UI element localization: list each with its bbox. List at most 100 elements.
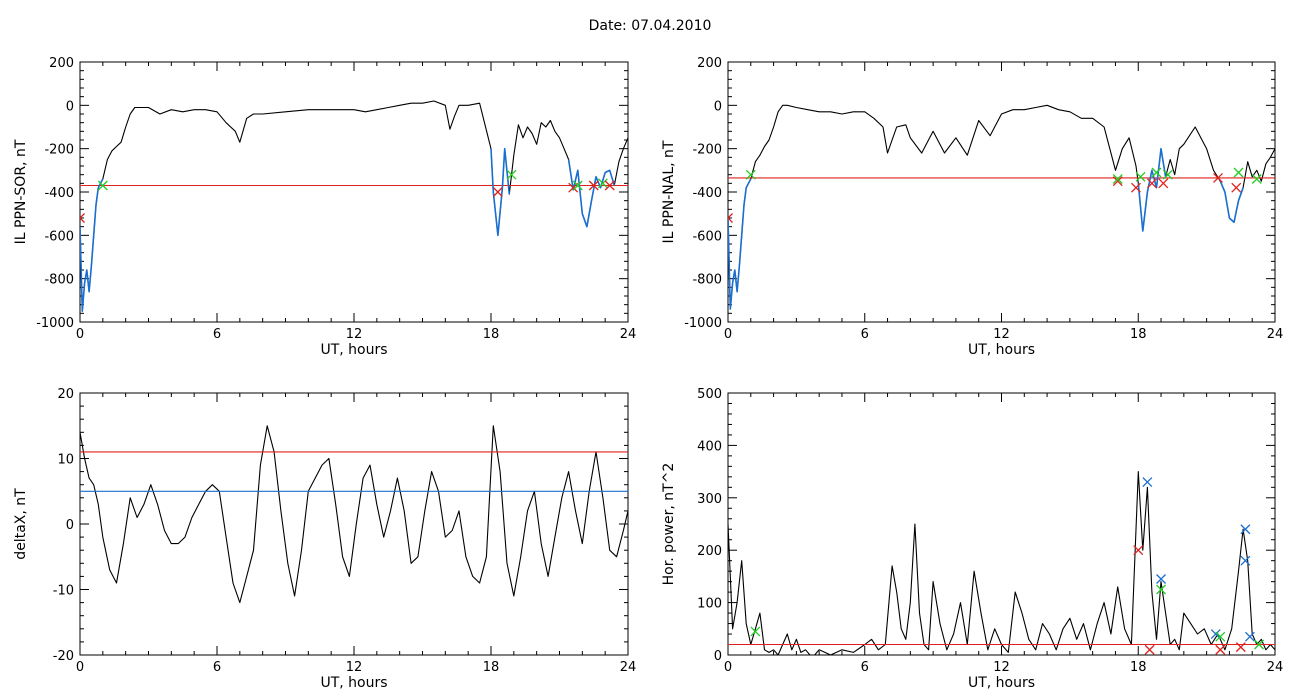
y-tick-label: 0 <box>714 649 722 664</box>
marker-stroke <box>1158 178 1169 189</box>
x-axis-label: UT, hours <box>968 342 1035 358</box>
y-tick-label: -400 <box>44 186 74 201</box>
marker-stroke <box>1144 644 1155 655</box>
y-tick-label: -400 <box>692 186 722 201</box>
marker-stroke <box>1251 174 1262 184</box>
marker-stroke <box>1156 584 1167 595</box>
marker-x-green <box>1162 169 1173 180</box>
marker-x-green <box>97 180 108 191</box>
marker-stroke <box>1112 176 1123 187</box>
marker-x-red <box>1146 178 1157 189</box>
y-tick-label: -10 <box>53 584 74 599</box>
marker-x-green <box>1233 167 1244 178</box>
panel-top-left: 0 6 12 18 24 -1000 -800 -600 -400 -200 0 200 UT, hou… <box>13 56 636 358</box>
marker-x-blue <box>1240 555 1251 566</box>
x-tick-label: 12 <box>346 660 363 675</box>
y-tick-label: 0 <box>714 99 722 114</box>
marker-x-red <box>604 180 615 191</box>
y-tick-label: 400 <box>697 439 722 454</box>
y-tick-label: -200 <box>44 143 74 158</box>
panel-bottom-left: 0 6 12 18 24 -20 -10 0 10 20 UT, hours deltaX, nT <box>13 387 636 691</box>
y-tick-label: 0 <box>66 518 74 533</box>
x-tick-label: 0 <box>76 327 84 342</box>
y-tick-label: 0 <box>66 99 74 114</box>
marker-x-green <box>1215 631 1226 642</box>
series-line-blue <box>1219 180 1244 224</box>
y-tick-label: 500 <box>697 387 722 402</box>
marker-stroke <box>1142 477 1153 488</box>
y-tick-label: 200 <box>49 56 74 71</box>
marker-x-red <box>1131 182 1141 193</box>
y-tick-label: -600 <box>692 229 722 244</box>
marker-stroke <box>588 180 599 191</box>
series-line-black <box>80 100 628 312</box>
marker-stroke <box>572 180 583 191</box>
marker-stroke <box>1231 182 1242 193</box>
marker-x-green <box>1251 174 1262 184</box>
marker-stroke <box>604 180 615 191</box>
x-tick-label: 6 <box>861 660 869 675</box>
x-tick-label: 18 <box>1130 327 1147 342</box>
marker-x-red <box>1144 644 1155 655</box>
marker-stroke <box>80 213 85 219</box>
plot-data <box>80 100 628 313</box>
marker-x-red <box>80 213 85 223</box>
marker-stroke <box>80 217 85 223</box>
x-axis-label: UT, hours <box>320 342 387 358</box>
y-tick-label: -200 <box>692 143 722 158</box>
marker-x-red <box>1213 172 1223 183</box>
x-tick-label: 18 <box>483 660 500 675</box>
y-tick-label: 10 <box>57 453 74 468</box>
marker-stroke <box>750 626 761 637</box>
marker-x-blue <box>1240 524 1251 535</box>
marker-stroke <box>1135 171 1146 182</box>
plot-frame <box>727 61 1276 323</box>
x-tick-label: 6 <box>861 327 869 342</box>
marker-x-red <box>1215 644 1226 655</box>
marker-x-green <box>1156 584 1167 595</box>
marker-stroke <box>1131 182 1141 193</box>
y-axis-label: IL PPN-SOR, nT <box>13 139 29 244</box>
x-tick-label: 0 <box>724 660 732 675</box>
y-tick-label: -600 <box>44 229 74 244</box>
plot-data <box>80 425 628 604</box>
y-tick-label: -1000 <box>36 316 74 331</box>
marker-x-blue <box>1156 574 1167 584</box>
y-tick-label: -800 <box>692 273 722 288</box>
y-tick-label: 200 <box>697 56 722 71</box>
marker-stroke <box>1146 178 1157 189</box>
y-axis-label: deltaX, nT <box>13 488 29 560</box>
marker-stroke <box>728 217 733 223</box>
marker-x-blue <box>1210 629 1221 639</box>
marker-stroke <box>1215 644 1226 655</box>
marker-x-green <box>1112 174 1123 184</box>
marker-stroke <box>597 178 608 189</box>
marker-stroke <box>1156 574 1167 584</box>
plot-frame <box>727 392 1276 656</box>
plot-frame <box>79 392 629 656</box>
marker-x-red <box>1158 178 1169 189</box>
marker-stroke <box>1240 555 1251 566</box>
x-tick-label: 12 <box>993 660 1010 675</box>
marker-x-red <box>1231 182 1242 193</box>
x-tick-label: 18 <box>1130 660 1147 675</box>
marker-x-blue <box>1142 477 1153 488</box>
marker-x-green <box>1135 171 1146 182</box>
marker-x-green <box>1254 639 1265 650</box>
y-tick-label: 100 <box>697 597 722 612</box>
marker-stroke <box>1213 172 1223 183</box>
y-tick-label: 20 <box>57 387 74 402</box>
series-line-black <box>728 104 1275 310</box>
marker-stroke <box>1162 169 1173 180</box>
marker-stroke <box>492 187 503 197</box>
series-line-blue <box>490 147 511 237</box>
y-axis-label: IL PPN-NAL, nT <box>661 140 677 243</box>
x-tick-label: 6 <box>213 660 221 675</box>
marker-stroke <box>728 213 733 219</box>
marker-stroke <box>506 169 517 180</box>
x-tick-label: 0 <box>724 327 732 342</box>
y-axis-label: Hor. power, nT^2 <box>661 463 677 586</box>
series-line-blue <box>567 159 616 228</box>
series-line-blue <box>1137 147 1167 232</box>
